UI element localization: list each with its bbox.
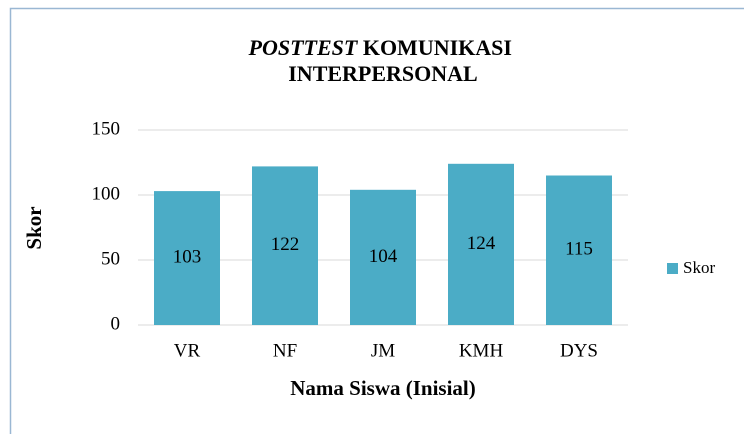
x-tick-label: VR [174, 340, 201, 361]
data-label: 115 [565, 239, 593, 260]
x-tick-label: NF [273, 340, 297, 361]
data-label: 122 [271, 234, 300, 255]
x-tick-label: JM [371, 340, 395, 361]
bar [252, 166, 318, 325]
bar [154, 191, 220, 325]
chart-title: POSTTEST KOMUNIKASI INTERPERSONAL [248, 35, 518, 86]
data-label: 104 [369, 246, 398, 267]
y-tick-label: 150 [92, 118, 121, 139]
bar [546, 175, 612, 325]
bar [350, 189, 416, 325]
y-axis-label: Skor [22, 206, 46, 249]
legend-label: Skor [683, 258, 715, 277]
x-tick-label: KMH [459, 340, 504, 361]
x-axis-label: Nama Siswa (Inisial) [290, 376, 476, 400]
y-tick-label: 50 [101, 248, 120, 269]
data-label: 103 [173, 246, 202, 267]
x-tick-label: DYS [560, 340, 598, 361]
y-tick-label: 0 [111, 313, 121, 334]
chart-frame [9, 7, 744, 434]
data-label: 124 [467, 233, 496, 254]
y-tick-label: 100 [92, 183, 121, 204]
bar [448, 163, 514, 325]
legend-swatch [667, 263, 678, 274]
